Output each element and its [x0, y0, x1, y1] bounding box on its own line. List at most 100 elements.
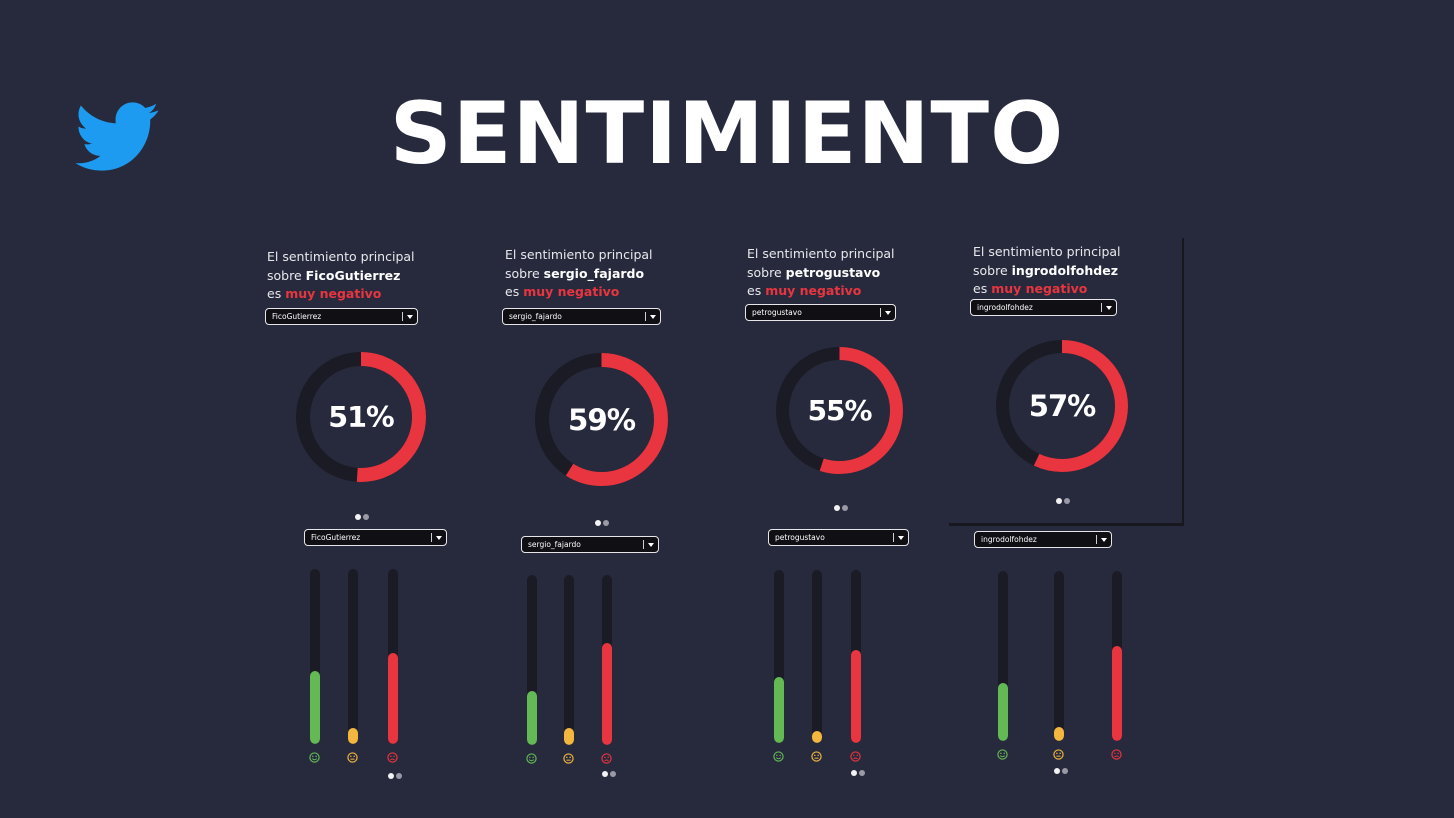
dropdown-separator — [1096, 535, 1097, 544]
sentiment-caption: El sentimiento principal sobre ingrodolfo… — [973, 243, 1121, 299]
donut-percent-label: 57% — [1028, 389, 1097, 423]
donut-negative-arc — [535, 353, 668, 486]
bar-fill-neutral — [348, 728, 358, 744]
bar-track-neutral — [564, 575, 574, 745]
donut-svg — [996, 340, 1128, 472]
sentiment-donut: 59% — [535, 353, 668, 486]
donut-negative-arc — [776, 347, 903, 474]
caption-sobre: sobre — [747, 264, 782, 280]
caption-line-2: sobre sergio_fajardo — [505, 265, 653, 284]
dropdown-value: ingrodolfohdez — [981, 535, 1037, 544]
pager-dot-active[interactable] — [1054, 768, 1060, 774]
caption-es: es — [973, 281, 988, 296]
carousel-pager-top[interactable] — [1056, 498, 1072, 505]
caption-line-3: es muy negativo — [973, 280, 1121, 299]
donut-svg — [296, 352, 426, 482]
pager-dot-active[interactable] — [602, 771, 608, 777]
caption-es: es — [267, 286, 282, 301]
caption-sentiment: muy negativo — [991, 281, 1088, 296]
carousel-pager-top[interactable] — [355, 514, 371, 521]
caption-line-1: El sentimiento principal — [267, 249, 415, 264]
pager-dot[interactable] — [1062, 768, 1068, 774]
dropdown-separator — [893, 533, 894, 542]
sentiment-caption: El sentimiento principal sobre FicoGutier… — [267, 248, 415, 304]
caption-line-1: El sentimiento principal — [747, 246, 895, 261]
donut-percent-label: 59% — [567, 402, 636, 437]
chevron-down-icon[interactable] — [436, 536, 442, 540]
bar-track-positive — [774, 570, 784, 743]
dropdown-separator — [643, 540, 644, 549]
twitter-bird-icon — [76, 102, 159, 171]
sentiment-caption: El sentimiento principal sobre petrogusta… — [747, 245, 895, 301]
pager-dot[interactable] — [603, 520, 609, 526]
caption-sobre: sobre — [973, 262, 1008, 278]
dropdown-separator — [1101, 303, 1102, 312]
page-title: SENTIMIENTO — [389, 84, 1065, 184]
bar-fill-positive — [998, 683, 1008, 741]
bar-track-neutral — [348, 569, 358, 744]
neutral-face-icon — [563, 749, 574, 764]
dropdown-value: sergio_fajardo — [528, 540, 581, 549]
sentiment-caption: El sentimiento principal sobre sergio_faj… — [505, 246, 653, 302]
pager-dot-active[interactable] — [851, 770, 857, 776]
chevron-down-icon[interactable] — [648, 543, 654, 547]
panel-shadow — [949, 238, 1184, 526]
bar-track-positive — [998, 571, 1008, 741]
caption-line-1: El sentimiento principal — [973, 244, 1121, 259]
chevron-down-icon[interactable] — [650, 315, 656, 319]
bar-track-positive — [310, 569, 320, 744]
happy-face-icon — [997, 745, 1008, 760]
pager-dot-active[interactable] — [834, 505, 840, 511]
pager-dot-active[interactable] — [355, 514, 361, 520]
pager-dot-active[interactable] — [595, 520, 601, 526]
carousel-pager-bottom[interactable] — [1054, 768, 1070, 775]
bar-track-negative — [851, 570, 861, 743]
happy-face-icon — [309, 748, 320, 763]
bar-track-negative — [388, 569, 398, 744]
chevron-down-icon[interactable] — [407, 315, 413, 319]
pager-dot[interactable] — [1064, 498, 1070, 504]
pager-dot[interactable] — [859, 770, 865, 776]
user-select-bottom[interactable]: FicoGutierrez — [304, 529, 447, 546]
pager-dot[interactable] — [396, 773, 402, 779]
bar-fill-negative — [851, 649, 861, 743]
carousel-pager-top[interactable] — [595, 520, 611, 527]
sad-face-icon — [601, 749, 612, 764]
chevron-down-icon[interactable] — [1101, 538, 1107, 542]
carousel-pager-bottom[interactable] — [602, 771, 618, 778]
caption-handle: FicoGutierrez — [305, 267, 401, 283]
chevron-down-icon[interactable] — [1106, 306, 1112, 310]
pager-dot[interactable] — [363, 514, 369, 520]
sentiment-donut: 57% — [996, 340, 1128, 472]
user-select-top[interactable]: ingrodolfohdez — [970, 299, 1117, 316]
caption-es: es — [505, 284, 520, 299]
sad-face-icon — [387, 748, 398, 763]
user-select-top[interactable]: sergio_fajardo — [502, 308, 661, 325]
bar-fill-negative — [602, 643, 612, 745]
happy-face-icon — [773, 747, 784, 762]
pager-dot[interactable] — [610, 771, 616, 777]
chevron-down-icon[interactable] — [898, 536, 904, 540]
user-select-bottom[interactable]: ingrodolfohdez — [974, 531, 1112, 548]
user-select-top[interactable]: FicoGutierrez — [265, 308, 418, 325]
caption-line-2: sobre FicoGutierrez — [267, 267, 415, 286]
caption-handle: petrogustavo — [785, 264, 881, 280]
chevron-down-icon[interactable] — [885, 311, 891, 315]
bar-track-neutral — [1054, 571, 1064, 741]
caption-sobre: sobre — [267, 267, 302, 283]
dropdown-separator — [645, 312, 646, 321]
user-select-bottom[interactable]: petrogustavo — [768, 529, 909, 546]
pager-dot-active[interactable] — [1056, 498, 1062, 504]
bar-track-neutral — [812, 570, 822, 743]
carousel-pager-bottom[interactable] — [851, 770, 867, 777]
caption-sentiment: muy negativo — [765, 283, 862, 298]
pager-dot[interactable] — [842, 505, 848, 511]
pager-dot-active[interactable] — [388, 773, 394, 779]
user-select-bottom[interactable]: sergio_fajardo — [521, 536, 659, 553]
bar-track-positive — [527, 575, 537, 745]
dropdown-value: FicoGutierrez — [311, 533, 361, 542]
dropdown-value: ingrodolfohdez — [977, 303, 1033, 312]
carousel-pager-top[interactable] — [834, 505, 850, 512]
carousel-pager-bottom[interactable] — [388, 773, 404, 780]
user-select-top[interactable]: petrogustavo — [745, 304, 896, 321]
